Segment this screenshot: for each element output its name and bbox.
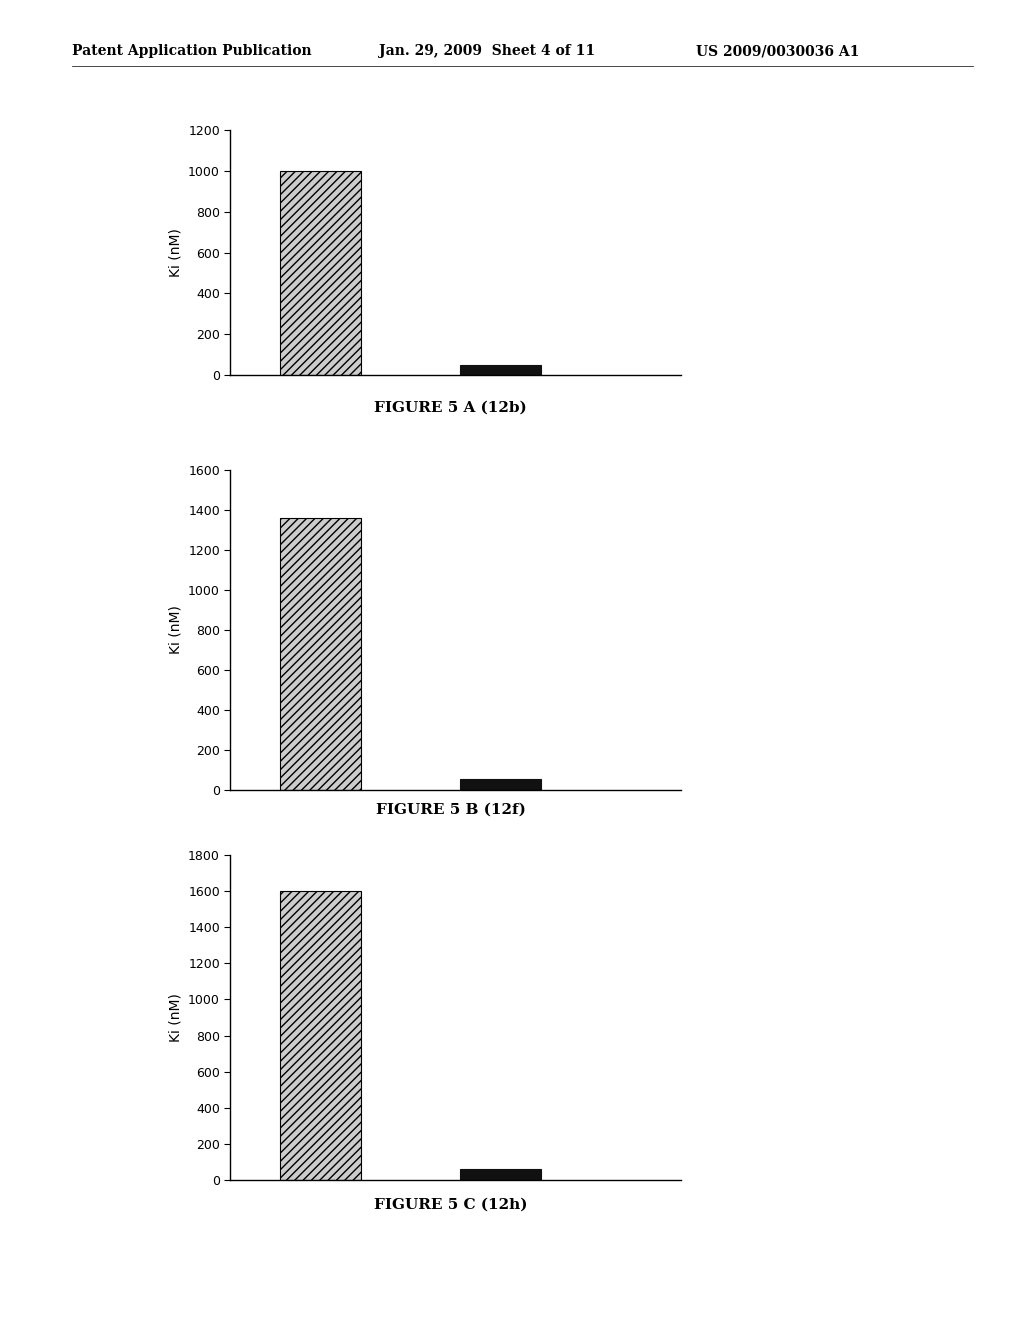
Text: Jan. 29, 2009  Sheet 4 of 11: Jan. 29, 2009 Sheet 4 of 11	[379, 45, 595, 58]
Bar	[280, 517, 361, 789]
Bar	[280, 170, 361, 375]
Text: US 2009/0030036 A1: US 2009/0030036 A1	[696, 45, 860, 58]
Text: FIGURE 5 A (12b): FIGURE 5 A (12b)	[374, 401, 527, 414]
Text: FIGURE 5 C (12h): FIGURE 5 C (12h)	[374, 1199, 527, 1212]
Text: Patent Application Publication: Patent Application Publication	[72, 45, 311, 58]
Y-axis label: Ki (nM): Ki (nM)	[169, 606, 182, 655]
Bar	[460, 779, 542, 789]
Y-axis label: Ki (nM): Ki (nM)	[169, 993, 182, 1041]
Bar	[460, 1170, 542, 1180]
Text: FIGURE 5 B (12f): FIGURE 5 B (12f)	[376, 803, 525, 817]
Y-axis label: Ki (nM): Ki (nM)	[169, 228, 182, 277]
Bar	[460, 364, 542, 375]
Bar	[280, 891, 361, 1180]
